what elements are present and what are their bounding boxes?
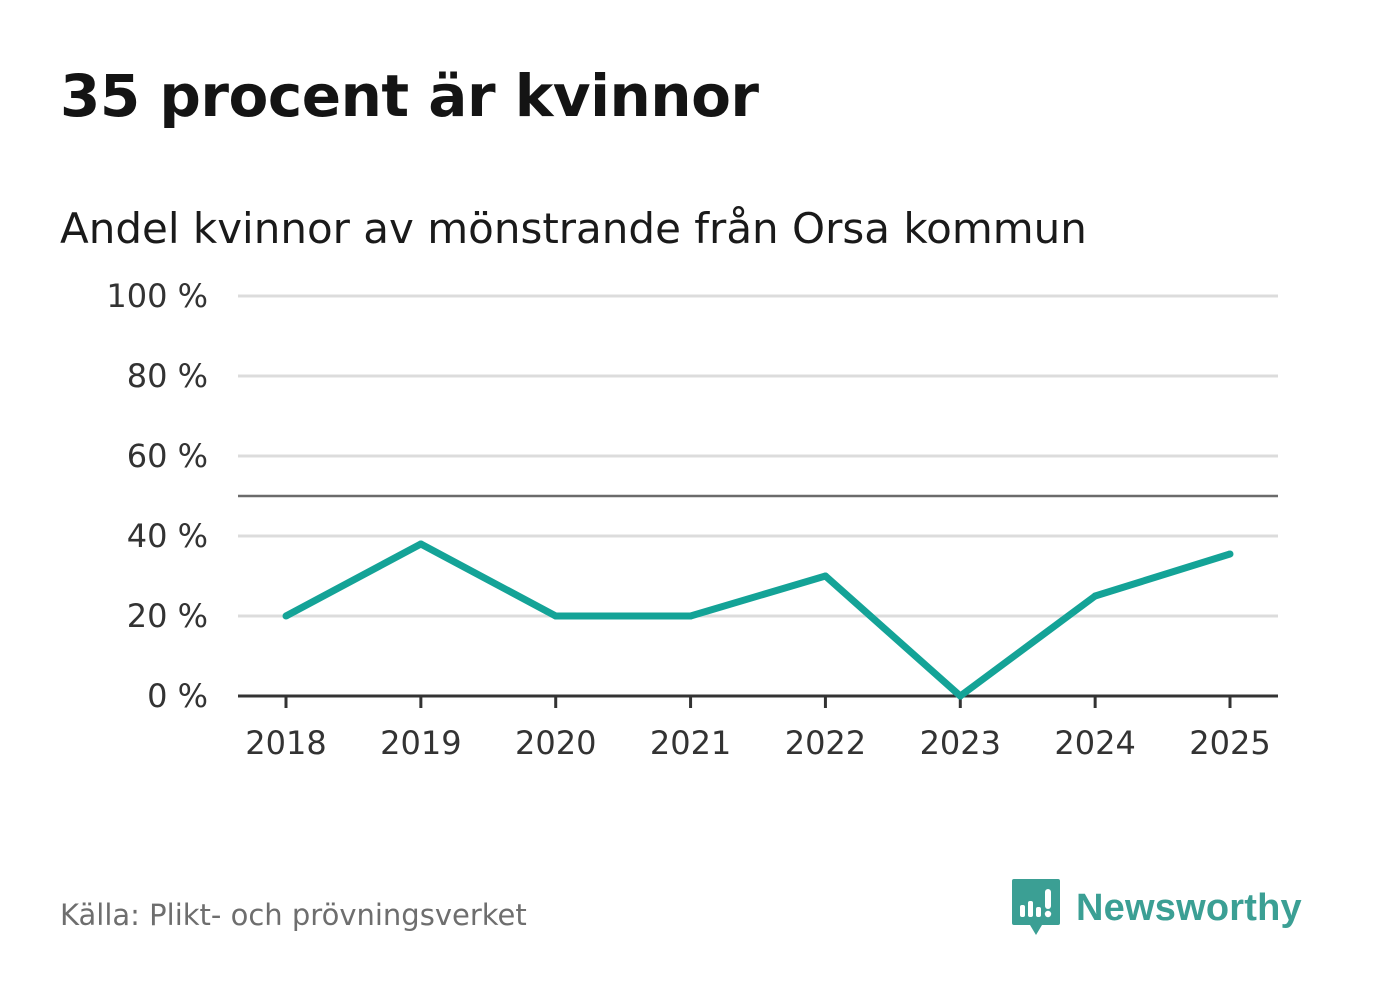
x-axis-tick-labels: 2018 2019 2020 2021 2022 2023 2024 2025 — [245, 724, 1270, 762]
brand-logo: Newsworthy — [1010, 876, 1302, 940]
x-tick-label: 2025 — [1189, 724, 1270, 762]
y-tick-label: 0 % — [147, 677, 208, 715]
data-point-2021 — [687, 612, 695, 620]
x-axis — [238, 694, 1278, 708]
newsworthy-logo-icon — [1012, 879, 1060, 935]
data-point-2025 — [1226, 550, 1234, 558]
y-tick-label: 80 % — [127, 357, 208, 395]
x-tick-label: 2019 — [380, 724, 461, 762]
grid-lines — [238, 294, 1278, 618]
x-tick-label: 2022 — [785, 724, 866, 762]
y-tick-label: 100 % — [106, 277, 208, 315]
data-point-2024 — [1091, 592, 1099, 600]
x-tick-label: 2020 — [515, 724, 596, 762]
y-tick-label: 20 % — [127, 597, 208, 635]
source-note: Källa: Plikt- och prövningsverket — [60, 898, 527, 932]
series-line-0 — [284, 540, 1232, 700]
brand-name: Newsworthy — [1076, 886, 1302, 929]
x-tick-label: 2023 — [920, 724, 1001, 762]
y-axis-tick-labels: 0 % 20 % 40 % 60 % 80 % 100 % — [106, 277, 208, 715]
x-tick-label: 2021 — [650, 724, 731, 762]
data-point-2020 — [552, 612, 560, 620]
y-tick-label: 60 % — [127, 437, 208, 475]
chart-subtitle: Andel kvinnor av mönstrande från Orsa ko… — [60, 204, 1087, 253]
y-tick-label: 40 % — [127, 517, 208, 555]
chart-title: 35 procent är kvinnor — [60, 62, 759, 130]
x-tick-label: 2024 — [1054, 724, 1135, 762]
data-point-2023 — [956, 692, 964, 700]
data-point-2019 — [417, 540, 425, 548]
series-lines — [282, 540, 1234, 700]
data-point-2018 — [282, 612, 290, 620]
x-tick-label: 2018 — [245, 724, 326, 762]
data-point-2022 — [821, 572, 829, 580]
